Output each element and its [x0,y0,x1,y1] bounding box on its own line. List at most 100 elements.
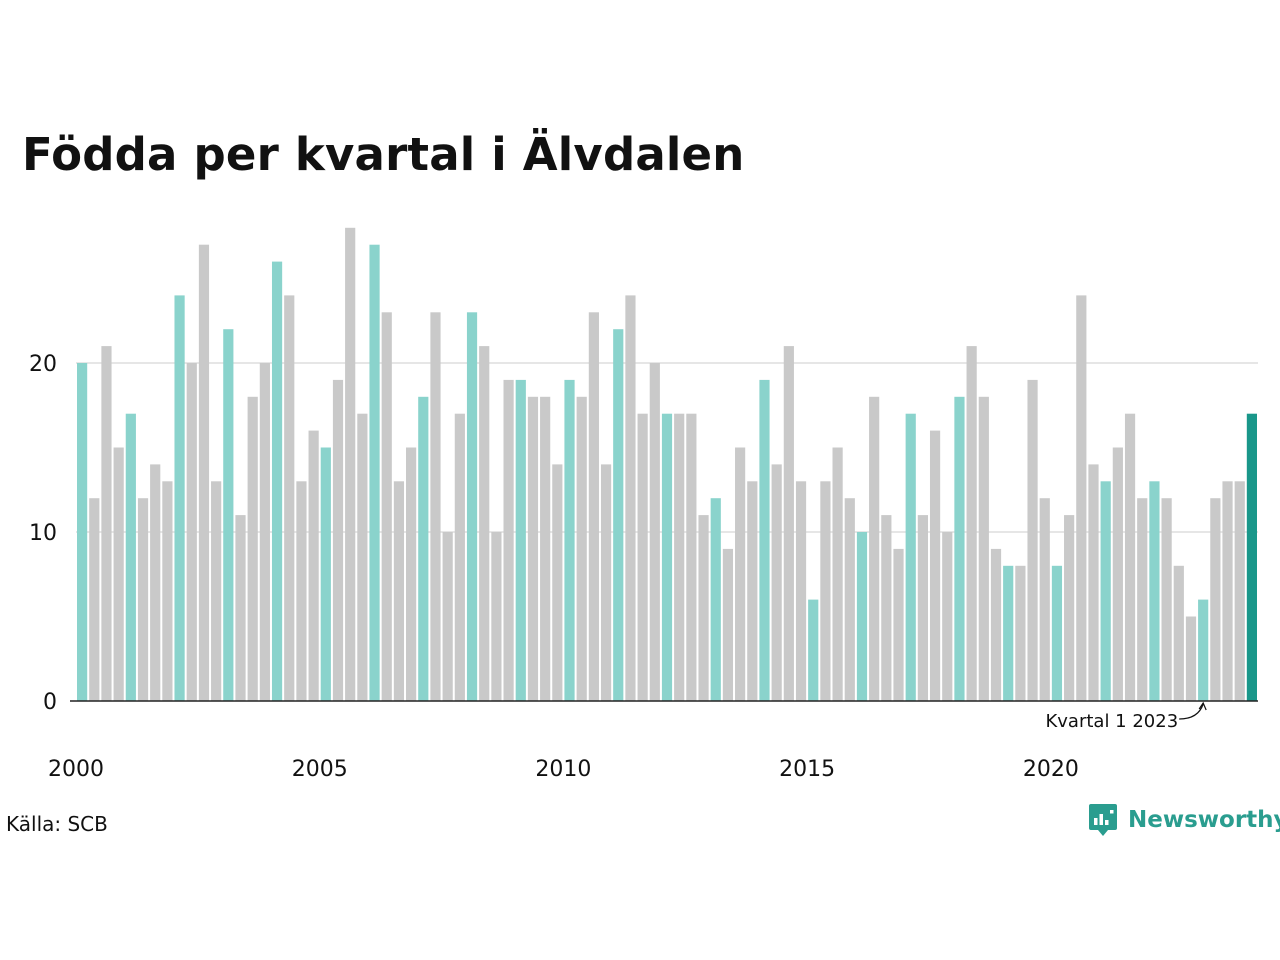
bar [503,379,514,701]
annotation-arrowhead [1198,701,1207,711]
bar [795,481,807,701]
bar [137,498,149,701]
bar [125,413,136,701]
bar [271,261,283,701]
bar [320,447,331,701]
bar [832,447,843,701]
bar [1173,565,1184,701]
x-tick-label: 2020 [1023,757,1079,782]
bar [430,312,441,701]
bar [259,363,270,701]
bar [1039,498,1050,701]
bar [844,498,855,701]
y-tick-label: 20 [29,352,57,377]
bar [869,396,880,701]
bar [479,346,490,701]
x-tick-label: 2015 [779,757,835,782]
bar [698,515,709,701]
chart-bubble-icon [1089,804,1117,836]
bar [89,498,100,701]
chart-title: Födda per kvartal i Älvdalen [22,128,745,181]
bar [186,363,197,701]
bar [808,599,819,701]
bar [247,396,258,701]
bar [1137,498,1148,701]
bar [1112,447,1123,701]
bar [942,532,953,701]
bar [1185,616,1197,701]
bar [1051,565,1063,701]
bar [1003,565,1014,701]
bar [1064,515,1075,701]
bar [332,379,344,701]
bar [966,346,977,701]
bar [527,396,539,701]
bar [613,329,624,701]
bar [552,464,563,701]
bar [1161,498,1172,701]
bar [649,363,660,701]
bar [588,312,599,701]
bar [954,396,965,701]
bar [710,498,721,701]
bar [856,532,868,701]
annotation-arrow [1179,703,1204,720]
bar [929,430,941,701]
x-tick-label: 2005 [292,757,348,782]
bar [223,329,234,701]
bar [917,515,928,701]
y-axis-ticks: 0 10 20 [29,352,57,715]
bar [1100,481,1111,701]
bar [722,548,734,701]
bar [1027,379,1038,701]
annotation: Kvartal 1 2023 [1045,701,1207,732]
x-tick-label: 2000 [48,757,104,782]
bar [77,363,88,701]
bar [235,515,246,701]
bar [284,295,295,701]
bar [600,464,612,701]
bar [357,413,368,701]
bar [1234,481,1245,701]
bar [1088,464,1099,701]
y-tick-label: 10 [29,521,57,546]
y-tick-label: 0 [43,690,57,715]
bar [1198,599,1209,701]
bar [369,244,380,701]
bar [747,481,758,701]
bar [735,447,746,701]
bar [1015,565,1026,701]
bar [211,481,222,701]
bar [564,379,575,701]
x-tick-label: 2010 [535,757,591,782]
bar [466,312,478,701]
bar [308,430,319,701]
bar [454,413,465,701]
bar [345,227,356,702]
bar [393,481,405,701]
bar [406,447,417,701]
bar [418,396,429,701]
bar [905,413,916,701]
annotation-label: Kvartal 1 2023 [1045,711,1178,732]
bar [198,244,210,701]
bar [771,464,782,701]
bar [162,481,173,701]
bar [1210,498,1221,701]
source-label: Källa: SCB [6,812,108,836]
bar-chart: 0 10 20 2000 2005 2010 2015 2020 Kvartal 1 202… [29,227,1258,782]
bar [576,396,587,701]
bar [1124,413,1136,701]
bar [1222,481,1233,701]
bar [661,413,673,701]
bar [113,447,124,701]
bar [686,413,697,701]
bar [820,481,831,701]
bar [174,295,185,701]
bar [674,413,685,701]
bar [515,379,526,701]
bars [77,227,1257,702]
bar [893,548,904,701]
brand-name: Newsworthy [1128,807,1280,833]
bar [978,396,989,701]
